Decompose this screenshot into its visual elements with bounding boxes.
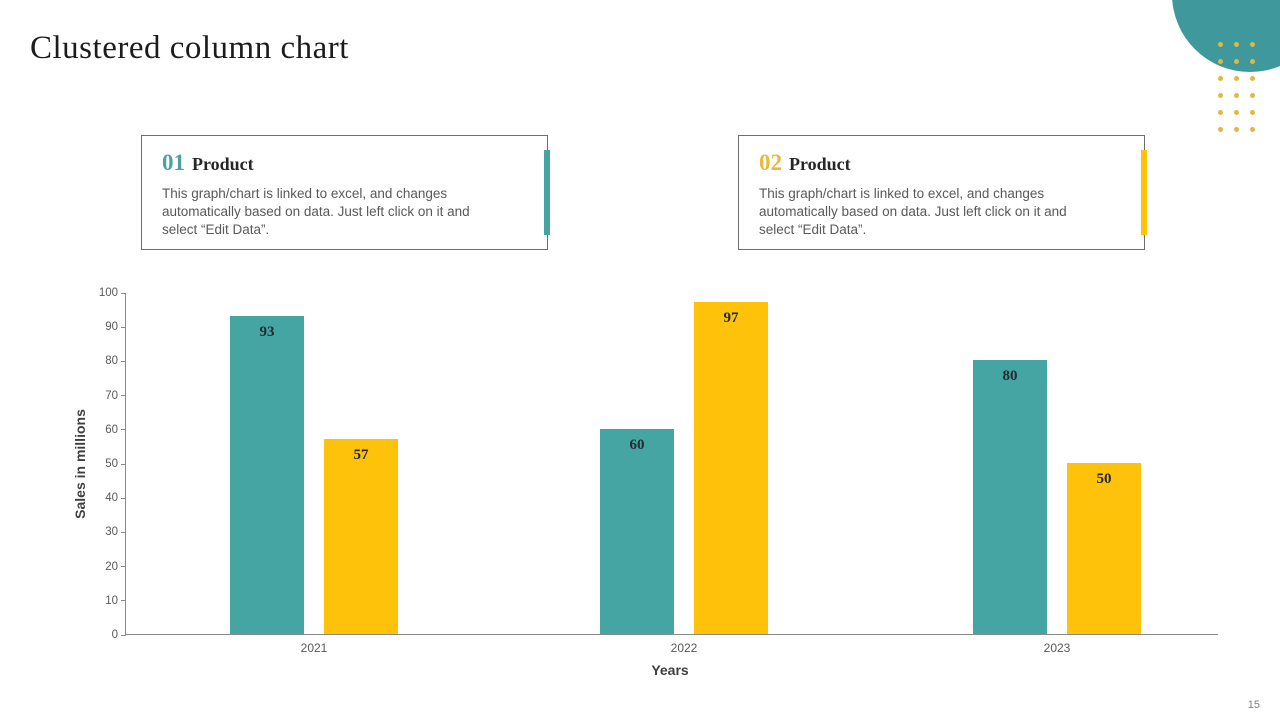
clustered-column-chart[interactable]: 0 10 20 30 40 50 60 70 80 90 100 93 57 2021 60 97 2022 80… <box>99 287 1218 655</box>
y-tick-label: 60 <box>105 423 118 436</box>
y-tick-label: 20 <box>105 560 118 573</box>
product-01-title: Product <box>192 154 254 174</box>
dot <box>1250 76 1255 81</box>
dot <box>1218 93 1223 98</box>
y-tick-label: 90 <box>105 321 118 334</box>
y-tick-mark <box>121 600 126 602</box>
x-axis-title: Years <box>651 662 689 678</box>
bar-value-label: 97 <box>723 310 739 326</box>
dot <box>1218 76 1223 81</box>
product-02-number: 02 <box>759 150 782 175</box>
y-tick-mark <box>121 497 126 499</box>
dot <box>1234 127 1239 132</box>
dots-decoration <box>1218 42 1262 138</box>
product-02-accent-bar <box>1141 150 1147 235</box>
bar-value-label: 60 <box>629 437 645 453</box>
bar-01-product-2022[interactable]: 60 <box>600 429 674 634</box>
y-tick-mark <box>121 360 126 362</box>
dot <box>1218 42 1223 47</box>
bar-01-product-2021[interactable]: 93 <box>230 316 304 634</box>
y-tick-label: 30 <box>105 526 118 539</box>
bar-value-label: 80 <box>1002 368 1018 384</box>
dot <box>1218 110 1223 115</box>
product-02-card: 02 Product This graph/chart is linked to … <box>738 135 1147 250</box>
x-tick-label: 2022 <box>670 641 698 655</box>
bar-01-product-2023[interactable]: 80 <box>973 360 1047 634</box>
page-title: Clustered column chart <box>30 30 349 66</box>
dot <box>1234 42 1239 47</box>
y-tick-label: 80 <box>105 355 118 368</box>
product-02-description: This graph/chart is linked to excel, and… <box>759 186 1067 237</box>
bar-02-product-2022[interactable]: 97 <box>694 302 768 634</box>
dot <box>1250 59 1255 64</box>
product-01-card: 01 Product This graph/chart is linked to … <box>141 135 550 250</box>
product-02-title: Product <box>789 154 851 174</box>
y-tick-label: 10 <box>105 594 118 607</box>
dot <box>1218 59 1223 64</box>
y-tick-label: 100 <box>98 287 118 299</box>
y-tick-mark <box>121 634 126 636</box>
y-tick-mark <box>121 292 126 294</box>
y-tick-mark <box>121 395 126 397</box>
dot <box>1250 110 1255 115</box>
x-tick-label: 2021 <box>300 641 328 655</box>
dot <box>1234 76 1239 81</box>
product-02-heading: 02 Product <box>759 149 1104 180</box>
bar-value-label: 50 <box>1096 471 1112 487</box>
y-tick-mark <box>121 429 126 431</box>
page-number: 15 <box>1247 699 1260 711</box>
y-tick-label: 70 <box>105 389 118 402</box>
bar-02-product-2023[interactable]: 50 <box>1067 463 1141 634</box>
dot <box>1218 127 1223 132</box>
bar-02-product-2021[interactable]: 57 <box>324 439 398 634</box>
y-tick-mark <box>121 566 126 568</box>
product-01-accent-bar <box>544 150 550 235</box>
dot <box>1250 127 1255 132</box>
dot <box>1234 93 1239 98</box>
y-tick-label: 0 <box>111 629 118 641</box>
product-01-description: This graph/chart is linked to excel, and… <box>162 186 470 237</box>
y-tick-mark <box>121 531 126 533</box>
dot <box>1234 110 1239 115</box>
dot <box>1250 42 1255 47</box>
dot <box>1234 59 1239 64</box>
x-tick-label: 2023 <box>1043 641 1071 655</box>
y-tick-mark <box>121 463 126 465</box>
dot <box>1250 93 1255 98</box>
y-tick-label: 40 <box>105 492 118 505</box>
y-tick-mark <box>121 326 126 328</box>
bar-value-label: 57 <box>353 447 369 463</box>
product-01-number: 01 <box>162 150 185 175</box>
bar-value-label: 93 <box>259 324 275 340</box>
product-01-heading: 01 Product <box>162 149 507 180</box>
y-tick-label: 50 <box>105 458 118 470</box>
